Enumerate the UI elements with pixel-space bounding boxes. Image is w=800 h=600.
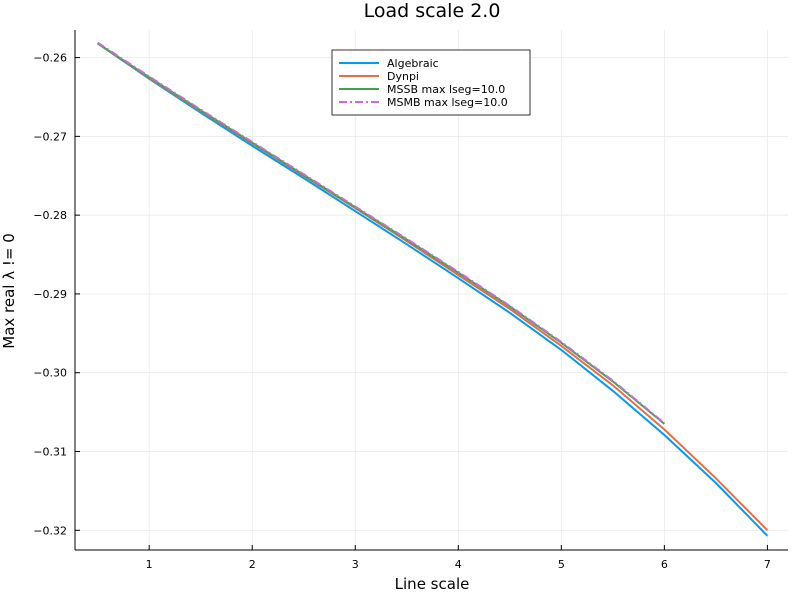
legend-box [331,49,531,116]
axes [74,30,788,551]
legend-label: MSSB max lseg=10.0 [387,83,505,96]
x-tick-label: 3 [352,558,359,571]
x-tick-label: 4 [455,558,462,571]
series-line [97,42,769,532]
series-lines [97,41,769,537]
legend-label: Dynpi [387,70,419,83]
x-tick-label: 1 [146,558,153,571]
tick-labels: 1 2 3 4 5 6 7 −0.32 −0.31 −0.30 −0.29 −0.28 −0.27 −0.… [33,52,771,571]
x-tick-label: 2 [249,558,256,571]
y-axis-title: Max real λ != 0 [0,233,18,349]
y-tick-label: −0.31 [33,446,67,459]
legend-label: Algebraic [387,57,439,70]
x-tick-label: 5 [558,558,565,571]
y-tick-label: −0.27 [33,130,67,143]
y-tick-label: −0.30 [33,367,67,380]
x-axis-title: Line scale [395,575,470,593]
series-line [97,41,666,424]
y-tick-label: −0.26 [33,52,67,65]
legend-label: MSMB max lseg=10.0 [387,96,508,109]
y-tick-label: −0.29 [33,288,67,301]
y-tick-label: −0.32 [33,524,67,537]
y-tick-label: −0.28 [33,209,67,222]
series-line [97,42,769,537]
x-tick-label: 6 [661,558,668,571]
x-tick-label: 7 [764,558,771,571]
chart-title: Load scale 2.0 [364,0,501,22]
